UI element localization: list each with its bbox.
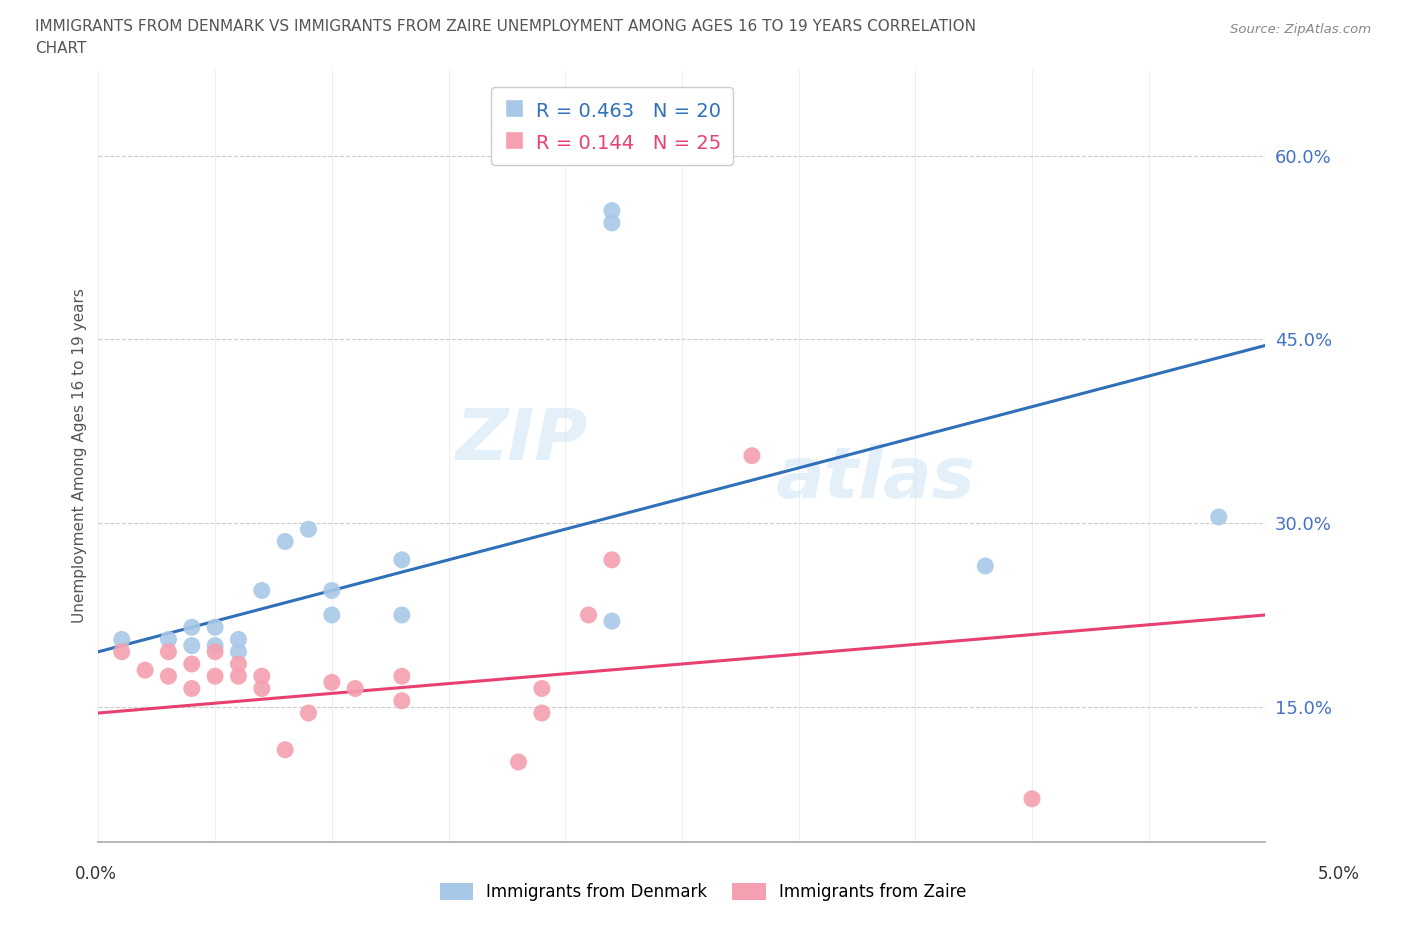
Text: atlas: atlas [775, 445, 974, 513]
Point [250, 583, 273, 598]
Point [157, 632, 180, 647]
Point [321, 607, 343, 622]
Point [204, 669, 226, 684]
Point [600, 204, 623, 219]
Legend: Immigrants from Denmark, Immigrants from Zaire: Immigrants from Denmark, Immigrants from… [433, 876, 973, 908]
Point [180, 619, 202, 634]
Point [111, 632, 134, 647]
Point [600, 614, 623, 629]
Point [321, 583, 343, 598]
Point [391, 552, 413, 567]
Text: 0.0%: 0.0% [75, 865, 117, 883]
Point [111, 644, 134, 659]
Point [391, 607, 413, 622]
Text: IMMIGRANTS FROM DENMARK VS IMMIGRANTS FROM ZAIRE UNEMPLOYMENT AMONG AGES 16 TO 1: IMMIGRANTS FROM DENMARK VS IMMIGRANTS FR… [35, 19, 976, 33]
Point [250, 669, 273, 684]
Point [1208, 510, 1230, 525]
Point [297, 706, 319, 721]
Point [250, 681, 273, 696]
Point [344, 681, 367, 696]
Point [321, 675, 343, 690]
Legend: R = 0.463   N = 20, R = 0.144   N = 25: R = 0.463 N = 20, R = 0.144 N = 25 [491, 87, 733, 166]
Point [1021, 791, 1043, 806]
Point [600, 216, 623, 231]
Point [204, 644, 226, 659]
Point [134, 663, 156, 678]
Text: CHART: CHART [35, 41, 87, 56]
Point [157, 669, 180, 684]
Point [508, 754, 530, 769]
Point [600, 552, 623, 567]
Text: Source: ZipAtlas.com: Source: ZipAtlas.com [1230, 23, 1371, 36]
Point [578, 607, 600, 622]
Y-axis label: Unemployment Among Ages 16 to 19 years: Unemployment Among Ages 16 to 19 years [72, 288, 87, 623]
Point [157, 644, 180, 659]
Point [180, 681, 202, 696]
Point [974, 559, 997, 574]
Point [297, 522, 319, 537]
Point [228, 669, 250, 684]
Point [530, 706, 553, 721]
Text: 5.0%: 5.0% [1317, 865, 1360, 883]
Point [741, 448, 763, 463]
Point [204, 638, 226, 653]
Point [391, 693, 413, 708]
Point [274, 742, 297, 757]
Point [228, 632, 250, 647]
Text: ZIP: ZIP [457, 405, 589, 474]
Point [228, 657, 250, 671]
Point [530, 681, 553, 696]
Point [180, 638, 202, 653]
Point [180, 657, 202, 671]
Point [204, 619, 226, 634]
Point [228, 644, 250, 659]
Point [391, 669, 413, 684]
Point [274, 534, 297, 549]
